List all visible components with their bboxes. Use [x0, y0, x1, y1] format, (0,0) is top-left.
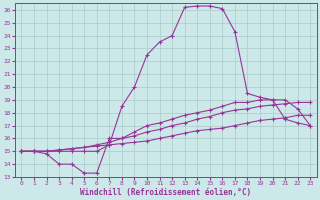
X-axis label: Windchill (Refroidissement éolien,°C): Windchill (Refroidissement éolien,°C) [80, 188, 252, 197]
